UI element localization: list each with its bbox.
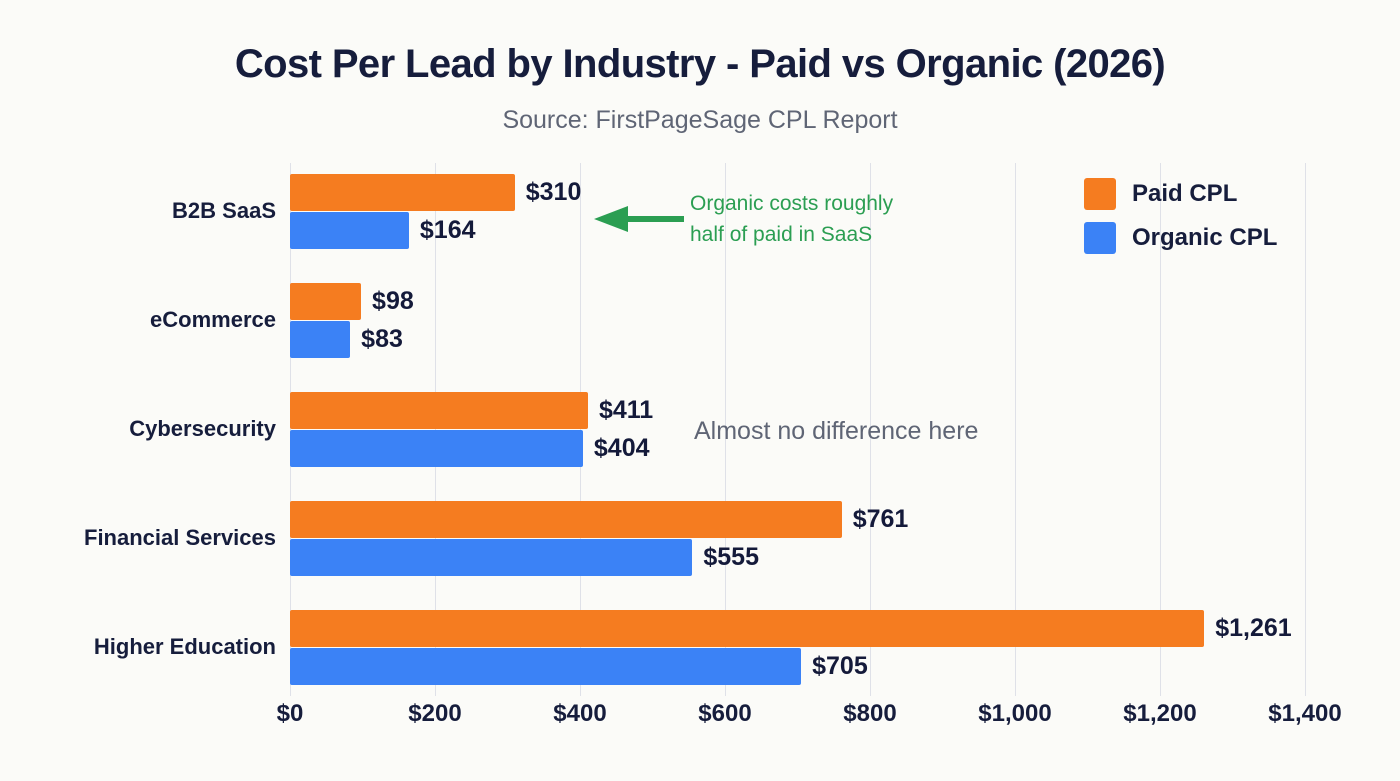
- x-axis-tick-label: $0: [276, 700, 304, 727]
- bar-value-label: $705: [812, 652, 868, 680]
- category-label: eCommerce: [150, 307, 276, 332]
- gridline: [1305, 163, 1306, 696]
- bar-organic[interactable]: [290, 430, 583, 467]
- legend-swatch-organic-icon: [1084, 222, 1116, 254]
- x-axis-tick-label: $400: [553, 700, 607, 727]
- chart-subtitle: Source: FirstPageSage CPL Report: [502, 106, 898, 134]
- bar-value-label: $98: [372, 287, 414, 315]
- category-label: B2B SaaS: [172, 198, 276, 223]
- legend-label-paid: Paid CPL: [1132, 180, 1238, 207]
- bar-value-label: $83: [361, 325, 403, 353]
- bar-paid[interactable]: [290, 283, 362, 320]
- legend-item-paid[interactable]: Paid CPL: [1084, 172, 1277, 216]
- legend-label-organic: Organic CPL: [1132, 224, 1278, 251]
- gridline: [1015, 163, 1016, 696]
- gridline: [435, 163, 436, 696]
- bar-value-label: $164: [419, 216, 476, 244]
- x-axis-tick-label: $1,400: [1268, 700, 1342, 727]
- bar-organic[interactable]: [290, 321, 351, 358]
- gridline: [1160, 163, 1161, 696]
- left-arrow-icon: [592, 205, 684, 233]
- x-axis-tick-label: $600: [698, 700, 752, 727]
- bar-value-label: $411: [598, 396, 654, 424]
- bar-organic[interactable]: [290, 648, 802, 685]
- plot-area: $310 $164 $98 $83 $411 $404 $761 $555 $1,261 $705: [290, 163, 1306, 696]
- bar-paid[interactable]: [290, 610, 1205, 647]
- category-label: Financial Services: [84, 525, 276, 550]
- bar-paid[interactable]: [290, 501, 842, 538]
- bar-paid[interactable]: [290, 174, 515, 211]
- legend-swatch-paid-icon: [1084, 178, 1116, 210]
- category-label: Higher Education: [93, 634, 276, 659]
- annotation-cybersecurity-note: Almost no difference here: [694, 417, 979, 445]
- x-axis-tick-label: $800: [843, 700, 897, 727]
- x-axis-tick-label: $1,000: [978, 700, 1052, 727]
- bar-value-label: $310: [525, 178, 582, 206]
- chart-title: Cost Per Lead by Industry - Paid vs Orga…: [234, 42, 1166, 86]
- category-label: Cybersecurity: [129, 416, 276, 441]
- gridline: [290, 163, 291, 696]
- gridline: [870, 163, 871, 696]
- bar-organic[interactable]: [290, 539, 693, 576]
- gridline: [725, 163, 726, 696]
- x-axis-tick-label: $1,200: [1123, 700, 1197, 727]
- bar-value-label: $555: [703, 543, 759, 571]
- annotation-saas-note: Organic costs roughly half of paid in Sa…: [690, 192, 894, 246]
- bar-value-label: $404: [593, 434, 650, 462]
- x-axis-tick-label: $200: [408, 700, 462, 727]
- bar-organic[interactable]: [290, 212, 409, 249]
- bar-paid[interactable]: [290, 392, 588, 429]
- legend-item-organic[interactable]: Organic CPL: [1084, 216, 1277, 260]
- gridline: [580, 163, 581, 696]
- bar-value-label: $761: [852, 505, 909, 533]
- chart-legend: Paid CPL Organic CPL: [1084, 172, 1277, 260]
- bar-value-label: $1,261: [1215, 614, 1292, 642]
